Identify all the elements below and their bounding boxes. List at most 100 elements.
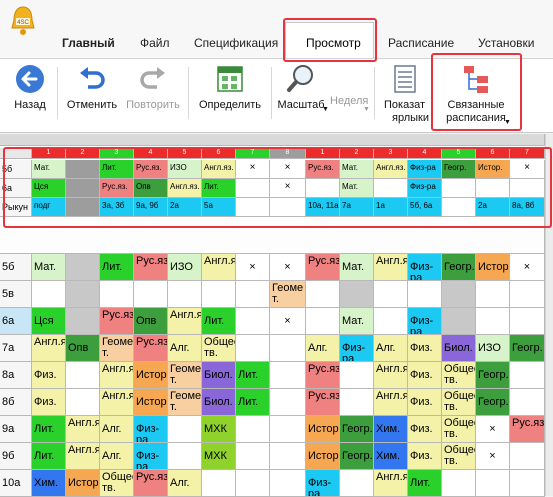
lesson-cell[interactable]: Геогр. [476,389,510,416]
related-cell[interactable]: Мат. [340,160,374,179]
lesson-cell[interactable]: Лит. [236,389,270,416]
lesson-cell[interactable]: Общес тв. [442,362,476,389]
related-cell[interactable]: 1а [374,198,408,217]
redo-button[interactable]: Повторить [124,63,182,112]
lesson-cell[interactable]: Хим. [374,443,408,470]
lesson-cell[interactable]: Англ.яз. [374,389,408,416]
lesson-cell[interactable]: Биол. [202,362,236,389]
lesson-cell[interactable]: Геогр. [340,443,374,470]
lesson-cell[interactable]: МХК [202,443,236,470]
lesson-cell[interactable]: Рус.яз. [306,389,340,416]
lesson-cell[interactable] [236,416,270,443]
lesson-cell[interactable] [510,308,545,335]
lesson-cell[interactable] [408,281,442,308]
lesson-cell[interactable] [168,416,202,443]
lesson-cell[interactable]: Геогр. [476,362,510,389]
related-cell[interactable] [374,179,408,198]
lesson-cell[interactable]: Физ. [408,416,442,443]
related-cell[interactable]: 5а [202,198,236,217]
lesson-cell[interactable] [306,281,340,308]
lesson-cell[interactable]: Истор. [134,389,168,416]
lesson-cell[interactable]: Истор. [66,470,100,497]
lesson-cell[interactable] [270,443,306,470]
related-cell[interactable]: 3а, 3б [100,198,134,217]
related-cell[interactable]: Мат. [340,179,374,198]
main-row-label[interactable]: 10а [0,470,32,497]
lesson-cell[interactable]: Англ.яз. [374,362,408,389]
related-cell[interactable] [306,179,340,198]
lesson-cell[interactable] [236,281,270,308]
related-cell[interactable]: Рус.яз. [100,179,134,198]
lesson-cell[interactable] [66,362,100,389]
lesson-cell[interactable] [476,308,510,335]
related-cell[interactable] [236,179,270,198]
lesson-cell[interactable]: Физ-ра [306,470,340,497]
main-row-label[interactable]: 8а [0,362,32,389]
related-cell[interactable]: Мат. [32,160,66,179]
lesson-cell[interactable]: Рус.яз. [306,362,340,389]
related-cell[interactable]: 9а, 9б [134,198,168,217]
main-row-label[interactable]: 9б [0,443,32,470]
lesson-cell[interactable]: Хим. [374,416,408,443]
lesson-cell[interactable]: Физ-ра [408,254,442,281]
lesson-cell[interactable]: Алг. [306,335,340,362]
lesson-cell[interactable]: Мат. [340,254,374,281]
related-cell[interactable]: Рус.яз. [134,160,168,179]
related-cell[interactable]: ИЗО [168,160,202,179]
lesson-cell[interactable] [510,470,545,497]
lesson-cell[interactable] [442,308,476,335]
related-cell[interactable]: 10а, 11а [306,198,340,217]
tab-main[interactable]: Главный [62,36,115,50]
lesson-cell[interactable]: Физ-ра [134,416,168,443]
related-cell[interactable]: Цся [32,179,66,198]
lesson-cell[interactable]: Физ. [32,362,66,389]
lesson-cell[interactable]: Англ.яз. [32,335,66,362]
lesson-cell[interactable]: Общес тв. [442,443,476,470]
lesson-cell[interactable] [236,443,270,470]
lesson-cell[interactable]: Хим. [32,470,66,497]
lesson-cell[interactable]: Алг. [374,335,408,362]
lesson-cell[interactable] [270,362,306,389]
lesson-cell[interactable] [100,281,134,308]
related-cell[interactable]: × [236,160,270,179]
lesson-cell[interactable]: Общес тв. [100,470,134,497]
lesson-cell[interactable]: Общес тв. [442,416,476,443]
lesson-cell[interactable] [374,308,408,335]
lesson-cell[interactable]: Общес тв. [442,389,476,416]
related-cell[interactable] [510,179,545,198]
bell-app-icon[interactable]: 4SC [8,4,38,38]
lesson-cell[interactable]: Геоме т. [168,362,202,389]
lesson-cell[interactable]: Физ. [408,362,442,389]
related-cell[interactable]: × [270,160,306,179]
related-cell[interactable]: Истор. [476,160,510,179]
related-cell[interactable]: Геогр. [442,160,476,179]
related-cell[interactable] [66,160,100,179]
related-cell[interactable] [442,198,476,217]
lesson-cell[interactable] [510,443,545,470]
lesson-cell[interactable] [236,308,270,335]
lesson-cell[interactable]: Лит. [202,308,236,335]
main-row-label[interactable]: 7а [0,335,32,362]
lesson-cell[interactable]: МХК [202,416,236,443]
lesson-cell[interactable]: × [510,254,545,281]
lesson-cell[interactable] [270,470,306,497]
lesson-cell[interactable]: Лит. [408,470,442,497]
lesson-cell[interactable] [202,470,236,497]
related-cell[interactable] [66,179,100,198]
lesson-cell[interactable]: Физ-ра [408,308,442,335]
lesson-cell[interactable]: Геоме т. [168,389,202,416]
lesson-cell[interactable] [510,389,545,416]
lesson-cell[interactable]: Англ.яз. [66,443,100,470]
lesson-cell[interactable]: × [270,254,306,281]
lesson-cell[interactable]: Геоме т. [270,281,306,308]
week-button[interactable]: Неделя ▼ [330,63,370,113]
lesson-cell[interactable] [340,281,374,308]
lesson-cell[interactable]: Общес тв. [202,335,236,362]
lesson-cell[interactable] [66,254,100,281]
lesson-cell[interactable]: Рус.яз. [306,254,340,281]
main-row-label[interactable]: 5б [0,254,32,281]
lesson-cell[interactable]: Алг. [168,335,202,362]
related-cell[interactable]: Физ-ра [408,179,442,198]
lesson-cell[interactable]: Лит. [32,416,66,443]
lesson-cell[interactable] [442,281,476,308]
